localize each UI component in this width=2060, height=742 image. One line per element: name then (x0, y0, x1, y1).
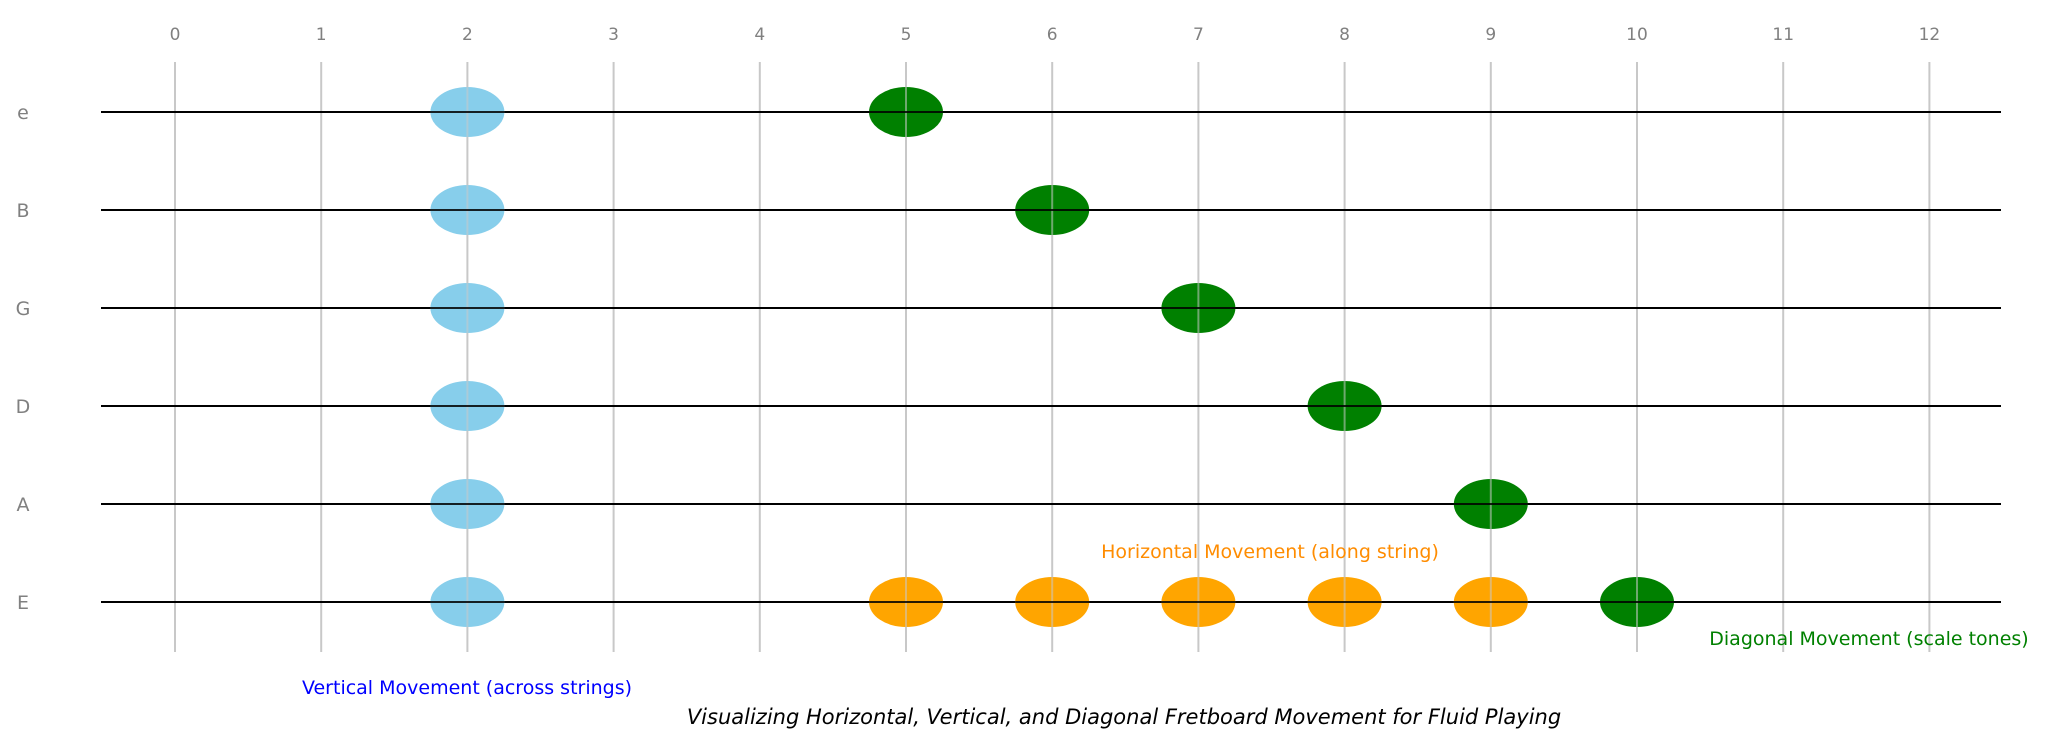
string-name-D: D (16, 396, 31, 418)
fret-number-6: 6 (1047, 25, 1058, 45)
note-markers (430, 87, 1674, 627)
diagonal-movement-label: Diagonal Movement (scale tones) (1709, 628, 2028, 650)
fret-number-5: 5 (901, 25, 912, 45)
string-name-B: B (16, 200, 29, 222)
fret-number-3: 3 (608, 25, 619, 45)
fret-number-labels: 0 1 2 3 4 5 6 7 8 9 10 11 12 (170, 25, 1941, 45)
fret-number-0: 0 (170, 25, 181, 45)
fret-number-9: 9 (1485, 25, 1496, 45)
string-name-E: E (17, 592, 29, 614)
fret-number-7: 7 (1193, 25, 1204, 45)
fret-number-12: 12 (1919, 25, 1941, 45)
horizontal-movement-label: Horizontal Movement (along string) (1101, 541, 1439, 563)
fret-number-1: 1 (316, 25, 327, 45)
vertical-movement-label: Vertical Movement (across strings) (302, 677, 632, 699)
fret-number-8: 8 (1339, 25, 1350, 45)
fret-lines (174, 62, 1931, 652)
chart-title: Visualizing Horizontal, Vertical, and Di… (687, 705, 1561, 729)
fret-number-2: 2 (462, 25, 473, 45)
string-name-A: A (17, 494, 30, 516)
fret-number-11: 11 (1772, 25, 1794, 45)
string-name-e: e (17, 102, 29, 124)
string-name-labels: e B G D A E (16, 102, 31, 614)
string-name-G: G (16, 298, 31, 320)
string-lines (101, 111, 2001, 603)
fret-number-10: 10 (1626, 25, 1648, 45)
fret-number-4: 4 (754, 25, 765, 45)
